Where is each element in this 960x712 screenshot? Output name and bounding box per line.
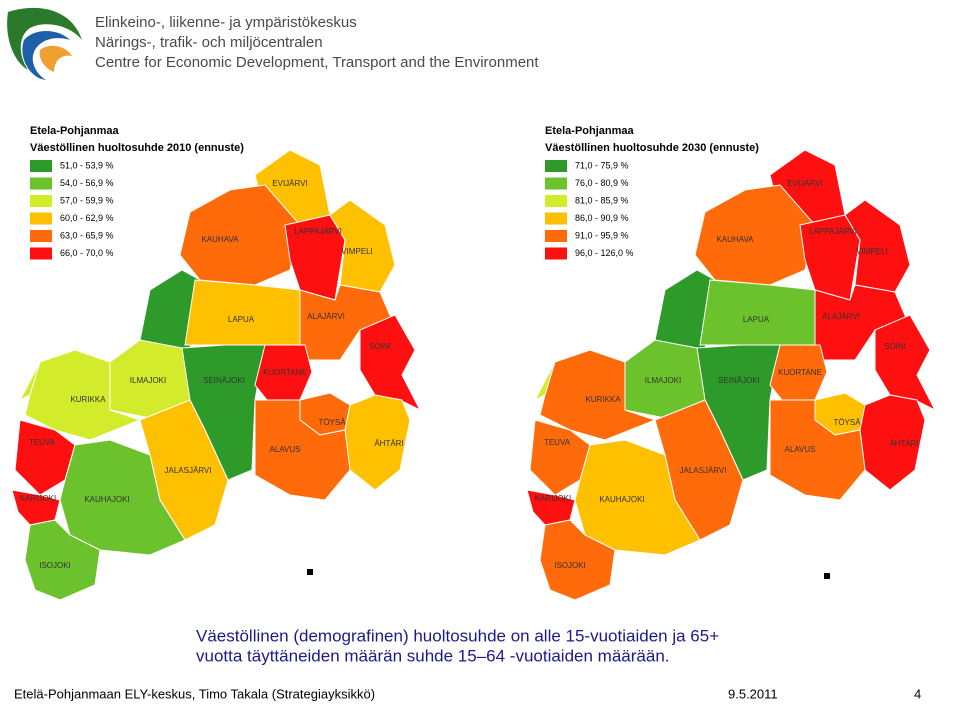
legend-swatch <box>545 177 567 190</box>
municipality-label: KARIJOKI <box>535 494 571 503</box>
municipality-area <box>24 349 142 441</box>
municipality-label: KAUHAJOKI <box>84 495 129 504</box>
municipality-label: EVIJÄRVI <box>272 179 307 188</box>
footer-page: 4 <box>914 686 921 701</box>
municipality-label: KUORTANE <box>778 368 822 377</box>
legend-label: 81,0 - 85,9 % <box>575 195 629 205</box>
legend-swatch <box>30 247 52 260</box>
logo <box>7 7 82 80</box>
municipality-label: LAPPAJÄRVI <box>809 227 857 236</box>
map-title: Väestöllinen huoltosuhde 2010 (ennuste) <box>30 142 244 154</box>
header-line: Centre for Economic Development, Transpo… <box>95 54 539 71</box>
municipality-label: KUORTANE <box>263 368 307 377</box>
municipality-label: ÄHTÄRI <box>889 439 918 448</box>
municipality-label: LAPUA <box>228 315 255 324</box>
legend-label: 91,0 - 95,9 % <box>575 230 629 240</box>
header-line: Elinkeino-, liikenne- ja ympäristökeskus <box>95 14 357 31</box>
footer-date: 9.5.2011 <box>728 686 778 701</box>
legend-swatch <box>30 212 52 225</box>
footer-author: Etelä-Pohjanmaan ELY-keskus, Timo Takala… <box>14 686 375 701</box>
municipality-area <box>844 199 911 293</box>
municipality-label: LAPPAJÄRVI <box>294 227 342 236</box>
municipality-label: LAPUA <box>743 315 770 324</box>
legend-swatch <box>545 247 567 260</box>
legend-label: 51,0 - 53,9 % <box>60 160 114 170</box>
municipality-label: KURIKKA <box>585 395 621 404</box>
legend-label: 57,0 - 59,9 % <box>60 195 114 205</box>
municipality-label: SEINÄJOKI <box>718 376 760 385</box>
municipality-label: ILMAJOKI <box>130 376 166 385</box>
legend-label: 60,0 - 62,9 % <box>60 213 114 223</box>
municipality-label: ISOJOKI <box>554 561 586 570</box>
legend-label: 96,0 - 126,0 % <box>575 248 634 258</box>
municipality-label: ALAVUS <box>785 445 816 454</box>
municipality-label: JALASJÄRVI <box>680 466 727 475</box>
legend-swatch <box>30 230 52 242</box>
map: EVIJÄRVI KAUHAVA LAPPAJÄRVI VIMPELI LAPUA ALA… <box>11 125 422 601</box>
municipality-label: SOINI <box>369 342 391 351</box>
municipality-label: ALAJÄRVI <box>822 312 860 321</box>
marker <box>307 569 313 575</box>
municipality-label: ÄHTÄRI <box>374 439 403 448</box>
municipality-label: EVIJÄRVI <box>787 179 822 188</box>
legend-swatch <box>545 160 567 172</box>
municipality-label: TEUVA <box>544 438 571 447</box>
map-region: Etela-Pohjanmaa <box>30 125 120 137</box>
legend-label: 66,0 - 70,0 % <box>60 248 114 258</box>
municipality-label: JALASJÄRVI <box>165 466 212 475</box>
municipality-area <box>699 279 816 346</box>
municipality-label: KARIJOKI <box>20 494 56 503</box>
legend-label: 63,0 - 65,9 % <box>60 230 114 240</box>
municipality-label: KAUHAVA <box>201 235 239 244</box>
municipality-area <box>329 199 396 293</box>
municipality-area <box>359 314 422 412</box>
municipality-label: VIMPELI <box>341 247 373 256</box>
municipality-label: TÖYSÄ <box>318 418 346 427</box>
legend-swatch <box>545 230 567 242</box>
municipality-label: ALAJÄRVI <box>307 312 345 321</box>
caption-line: vuotta täyttäneiden määrän suhde 15–64 -… <box>196 646 670 665</box>
municipality-label: ILMAJOKI <box>645 376 681 385</box>
header-line: Närings-, trafik- och miljöcentralen <box>95 34 323 51</box>
municipality-area <box>539 519 616 601</box>
legend-swatch <box>545 212 567 225</box>
legend-swatch <box>30 160 52 172</box>
municipality-label: KAUHAVA <box>716 235 754 244</box>
legend-label: 76,0 - 80,9 % <box>575 178 629 188</box>
municipality-label: ISOJOKI <box>39 561 71 570</box>
municipality-label: KAUHAJOKI <box>599 495 644 504</box>
legend-swatch <box>545 195 567 207</box>
municipality-label: SEINÄJOKI <box>203 376 245 385</box>
municipality-label: TÖYSÄ <box>833 418 861 427</box>
map-title: Väestöllinen huoltosuhde 2030 (ennuste) <box>545 142 759 154</box>
legend-swatch <box>30 195 52 207</box>
municipality-area <box>184 279 301 346</box>
municipality-area <box>254 399 351 501</box>
municipality-area <box>574 439 701 556</box>
municipality-label: TEUVA <box>29 438 56 447</box>
marker <box>824 573 830 579</box>
municipality-area <box>59 439 186 556</box>
municipality-area <box>179 184 301 286</box>
legend-label: 54,0 - 56,9 % <box>60 178 114 188</box>
municipality-label: KURIKKA <box>70 395 106 404</box>
header: Elinkeino-, liikenne- ja ympäristökeskus… <box>95 14 539 71</box>
maps: EVIJÄRVI KAUHAVA LAPPAJÄRVI VIMPELI LAPUA ALA… <box>11 125 937 601</box>
municipality-area <box>694 184 816 286</box>
legend-label: 86,0 - 90,9 % <box>575 213 629 223</box>
map-region: Etela-Pohjanmaa <box>545 125 635 137</box>
municipality-area <box>769 399 866 501</box>
municipality-label: VIMPELI <box>856 247 888 256</box>
municipality-area <box>874 314 937 412</box>
municipality-label: SOINI <box>884 342 906 351</box>
municipality-area <box>24 519 101 601</box>
legend-label: 71,0 - 75,9 % <box>575 160 629 170</box>
legend-swatch <box>30 177 52 190</box>
municipality-area <box>539 349 657 441</box>
caption-line: Väestöllinen (demografinen) huoltosuhde … <box>196 626 719 645</box>
municipality-label: ALAVUS <box>270 445 301 454</box>
map: EVIJÄRVI KAUHAVA LAPPAJÄRVI VIMPELI LAPUA ALA… <box>526 125 937 601</box>
